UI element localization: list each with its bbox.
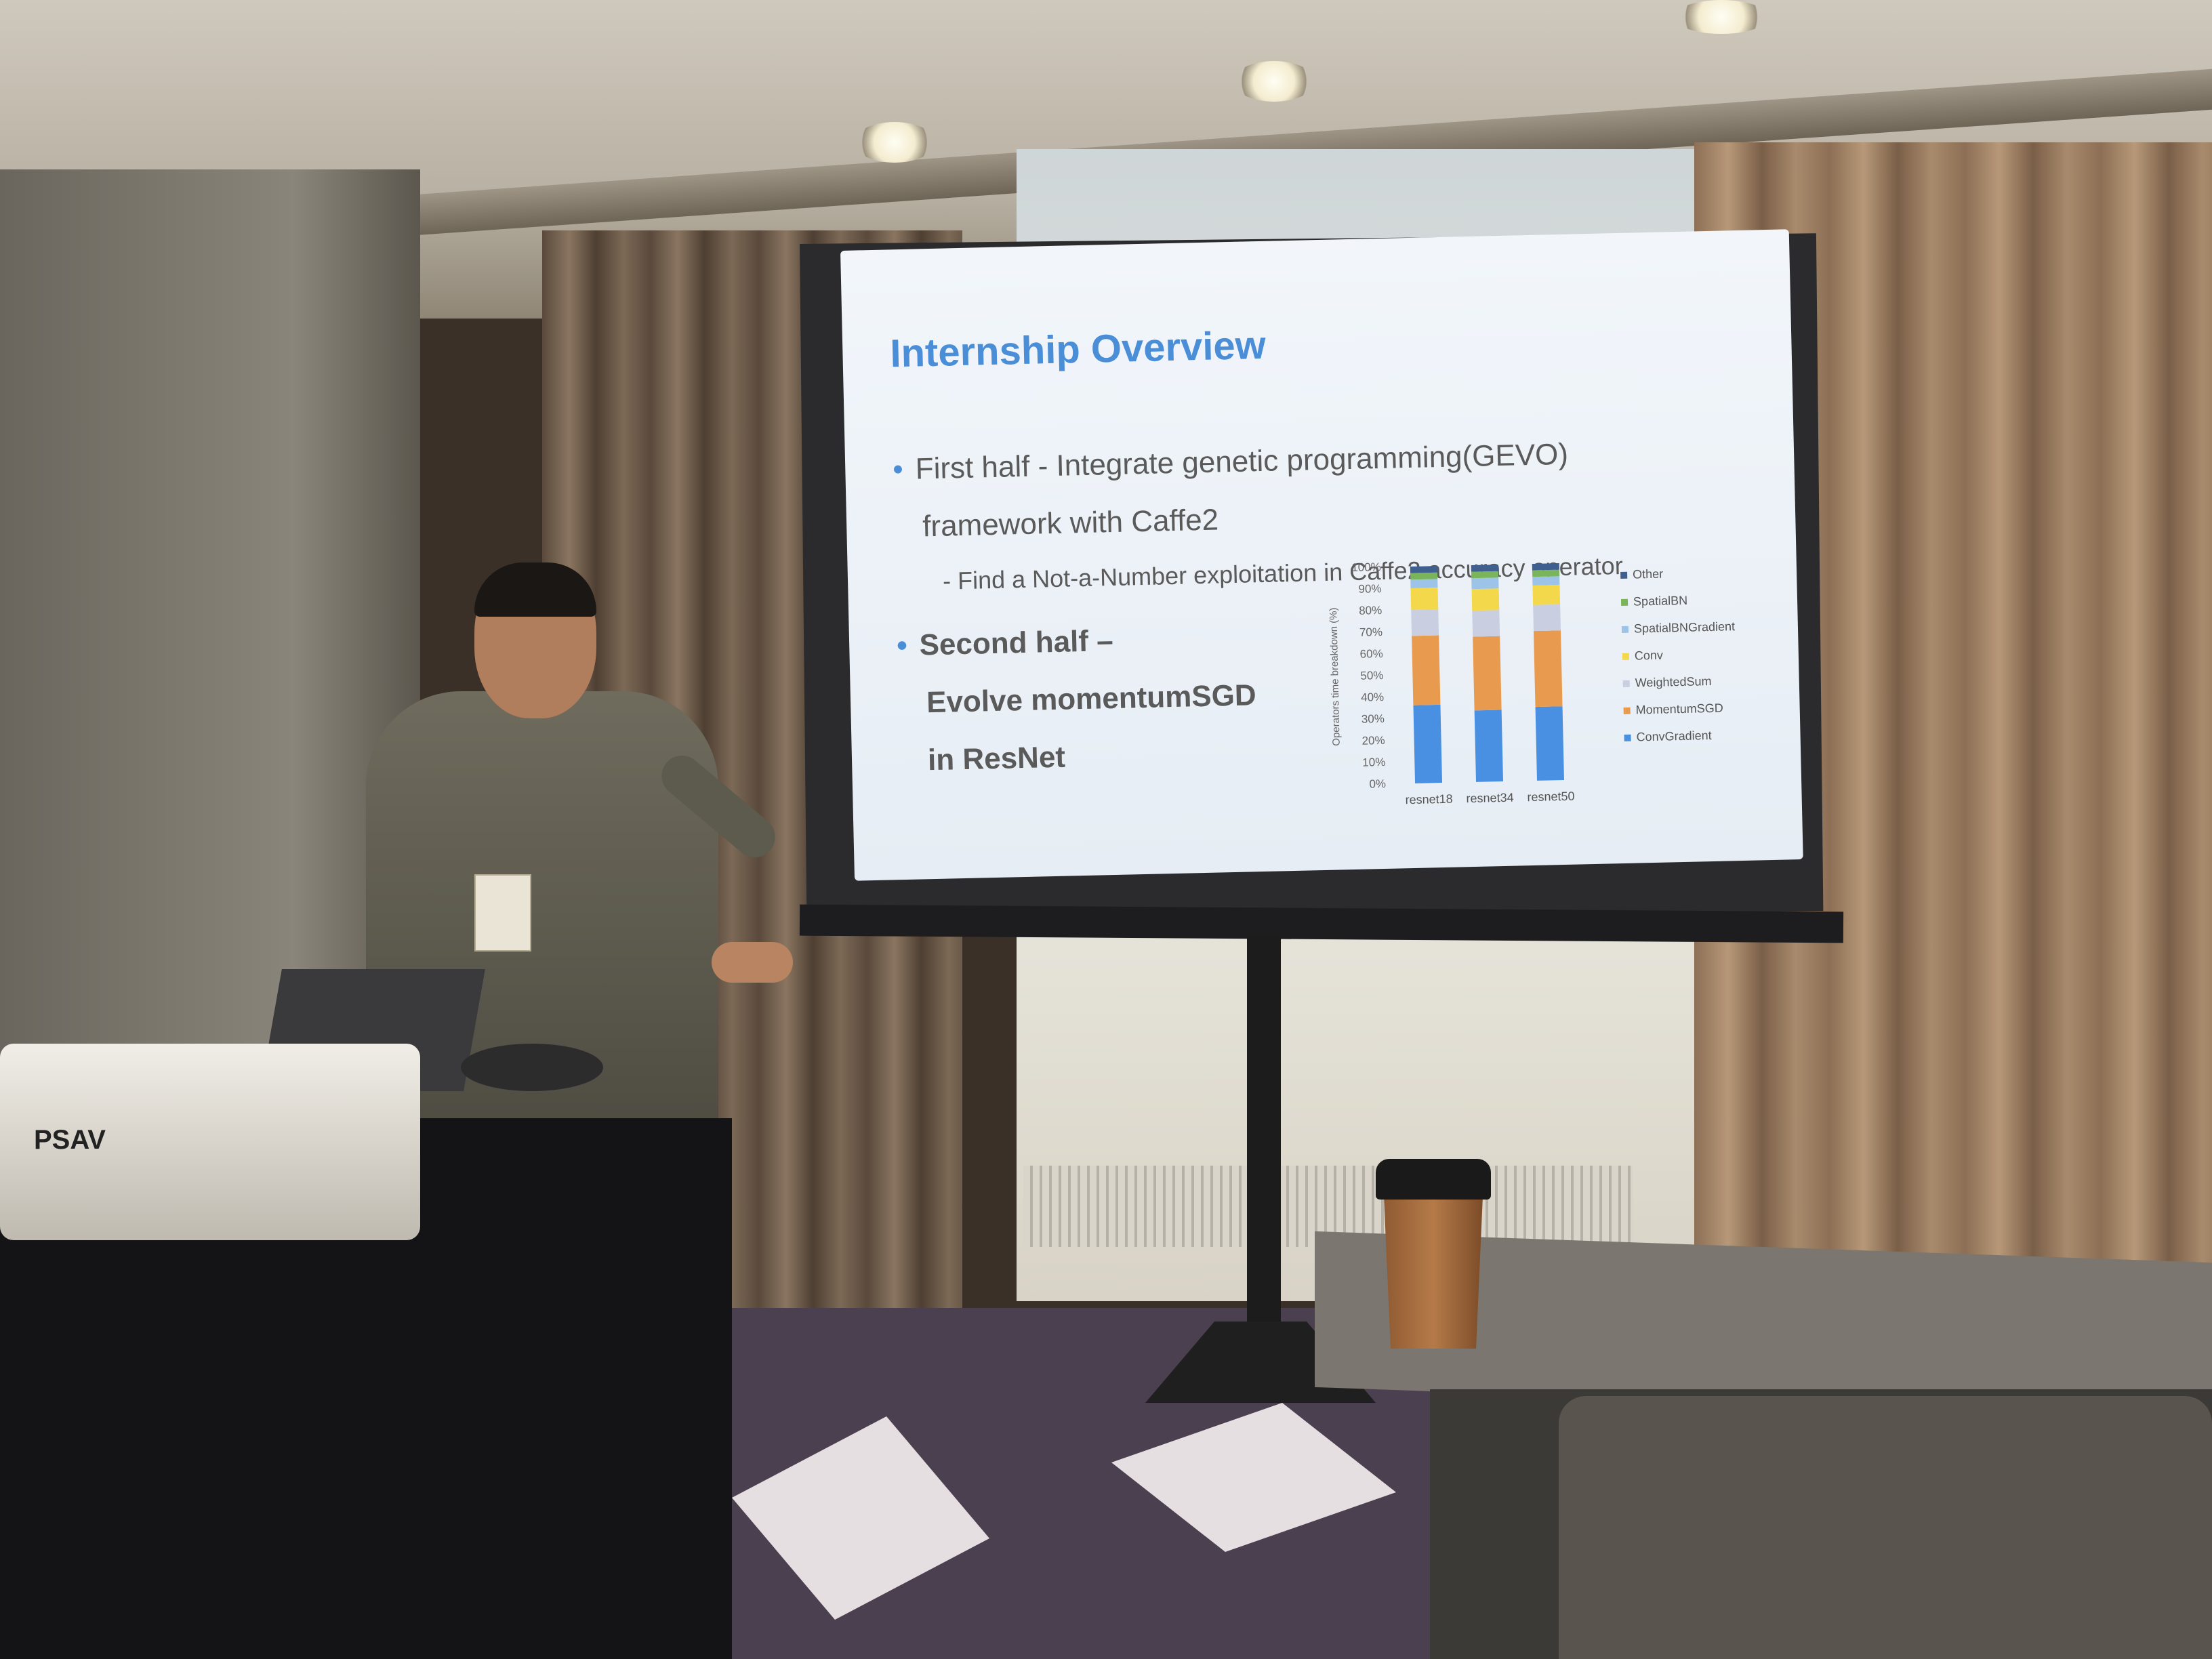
bullet-text: First half - Integrate genetic programmi… — [915, 437, 1569, 486]
bar-segment-other — [1410, 566, 1437, 573]
bullet-second-half: • Second half – — [897, 624, 1114, 663]
bar-segment-momentumsgd — [1473, 636, 1502, 711]
y-tick-label: 20% — [1361, 734, 1385, 747]
ceiling-light — [854, 122, 935, 163]
bar-segment-other — [1471, 565, 1498, 572]
legend-label: Conv — [1635, 649, 1663, 663]
presenter-hand — [712, 942, 793, 983]
bullet-second-half-cont: in ResNet — [927, 740, 1066, 777]
bar-segment-convgradient — [1474, 710, 1504, 782]
x-tick-label: resnet50 — [1527, 790, 1574, 804]
bullet-second-half-cont: Evolve momentumSGD — [926, 678, 1257, 720]
chart-svg: 0% 10% 20% 30% 40% 50% 60% 70% 80% 90% 100% Operato… — [1328, 560, 1736, 807]
legend-swatch — [1624, 734, 1631, 741]
presentation-slide: Internship Overview • First half - Integr… — [840, 229, 1803, 881]
legend-swatch — [1620, 598, 1629, 606]
y-tick-label: 10% — [1362, 756, 1385, 769]
legend-label: Other — [1633, 567, 1663, 581]
bar-segment-spatialbn — [1471, 571, 1499, 579]
conference-speaker — [461, 1044, 603, 1091]
bar-segment-momentumsgd — [1533, 630, 1563, 708]
projector-label: PSAV — [34, 1125, 106, 1155]
legend-swatch — [1622, 653, 1629, 660]
stacked-bar-chart: 0% 10% 20% 30% 40% 50% 60% 70% 80% 90% 100% Operato… — [1322, 548, 1788, 843]
y-tick-label: 40% — [1361, 691, 1384, 704]
legend-swatch — [1622, 680, 1630, 687]
ceiling-light — [1674, 0, 1769, 34]
y-tick-label: 90% — [1358, 582, 1381, 596]
legend-label: MomentumSGD — [1635, 701, 1723, 717]
name-badge — [474, 874, 531, 951]
legend-swatch — [1620, 571, 1628, 579]
bar-segment-momentumsgd — [1412, 635, 1441, 705]
bar-segment-spatialbngradient — [1410, 579, 1438, 589]
bar-segment-spatialbngradient — [1471, 577, 1499, 590]
bar-segment-conv — [1471, 588, 1500, 611]
projector — [0, 1044, 420, 1240]
bar-segment-weightedsum — [1411, 609, 1439, 636]
y-tick-label: 0% — [1369, 777, 1386, 791]
chair — [1559, 1396, 2212, 1659]
legend-label: SpatialBN — [1633, 594, 1687, 609]
y-tick-label: 80% — [1359, 604, 1382, 617]
y-tick-label: 60% — [1359, 647, 1382, 661]
legend-label: WeightedSum — [1635, 674, 1712, 690]
bullet-first-half-cont: framework with Caffe2 — [922, 503, 1219, 544]
x-tick-label: resnet18 — [1405, 792, 1452, 807]
bar-segment-conv — [1532, 585, 1561, 605]
y-tick-label: 30% — [1361, 712, 1385, 726]
bar-segment-weightedsum — [1533, 604, 1561, 632]
legend-label: ConvGradient — [1636, 729, 1711, 744]
bar-segment-spatialbngradient — [1532, 576, 1560, 586]
bar-segment-weightedsum — [1472, 610, 1500, 637]
x-tick-label: resnet34 — [1466, 791, 1513, 806]
bar-segment-convgradient — [1535, 706, 1564, 781]
slide-title: Internship Overview — [889, 323, 1267, 376]
y-tick-label: 50% — [1360, 669, 1383, 682]
bar-segment-spatialbn — [1410, 572, 1438, 580]
wall — [0, 169, 420, 1118]
bullet-first-half: • First half - Integrate genetic programm… — [893, 438, 1569, 487]
carpet-pattern — [1111, 1403, 1396, 1552]
ceiling-light — [1233, 61, 1315, 102]
y-tick-label: 70% — [1359, 626, 1382, 639]
y-axis-label: Operators time breakdown (%) — [1328, 607, 1343, 746]
legend-swatch — [1623, 707, 1631, 714]
bar-segment-conv — [1410, 588, 1439, 611]
y-tick-label: 100% — [1351, 560, 1381, 574]
screen-stand-pole — [1247, 935, 1281, 1342]
bullet-text: Second half – — [919, 624, 1114, 662]
bullet-icon: • — [896, 628, 908, 663]
legend-label: SpatialBNGradient — [1634, 619, 1736, 635]
carpet-pattern — [732, 1416, 989, 1620]
bar-segment-convgradient — [1413, 704, 1443, 783]
legend-swatch — [1621, 626, 1629, 633]
bullet-icon: • — [892, 452, 904, 487]
coffee-cup-lid — [1376, 1159, 1491, 1200]
bar-segment-spatialbn — [1532, 569, 1560, 577]
bar-segment-other — [1532, 563, 1559, 571]
presenter-hair — [474, 562, 596, 617]
